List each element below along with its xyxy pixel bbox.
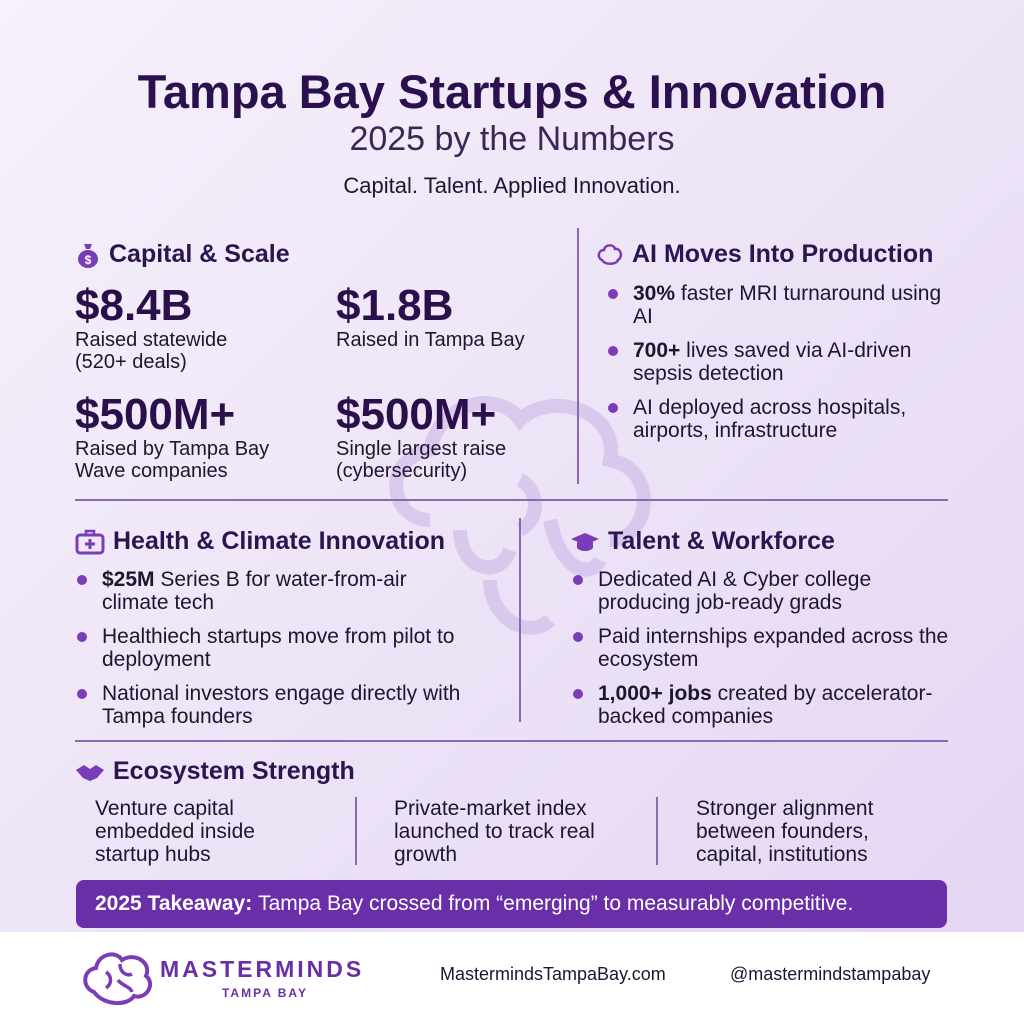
stat: $1.8B Raised in Tampa Bay <box>336 281 566 352</box>
bullet-text: AI deployed across hospitals, airports, … <box>633 396 907 442</box>
bullet-text: Healthiech startups move from pilot to d… <box>102 625 455 671</box>
section-heading: AI Moves Into Production <box>596 240 933 269</box>
icon: $ <box>78 243 98 268</box>
bullet-text: Paid internships expanded across the eco… <box>598 625 949 671</box>
divider <box>519 518 521 722</box>
stat: $8.4B Raised statewide (520+ deals) <box>75 281 305 374</box>
icon <box>76 764 104 781</box>
bullet-text: Dedicated AI & Cyber college producing j… <box>598 568 872 614</box>
bullet-list: 30% faster MRI turnaround using AI 700+ … <box>607 282 942 453</box>
bullet: $25M Series B for water-from-air climate… <box>76 568 476 614</box>
watermark <box>389 396 651 635</box>
logo-icon <box>83 952 153 1005</box>
takeaway-bar: 2025 Takeaway: Tampa Bay crossed from “e… <box>76 880 947 928</box>
bullet-text: National investors engage directly with … <box>102 682 461 728</box>
footer: MASTERMINDS TAMPA BAY MastermindsTampaBa… <box>0 932 1024 1024</box>
stat-value: $500M+ <box>75 390 236 439</box>
ecosystem-item: Stronger alignment between founders, cap… <box>696 797 874 866</box>
brand: MASTERMINDS <box>160 956 365 982</box>
heading-text: Health & Climate Innovation <box>113 527 445 555</box>
stat-label: Raised in Tampa Bay <box>336 329 525 351</box>
icon <box>75 529 105 554</box>
section-heading: Ecosystem Strength <box>75 757 355 786</box>
stat: $500M+ Single largest raise (cybersecurit… <box>336 390 576 483</box>
icon <box>571 532 599 551</box>
bullet: 700+ lives saved via AI-driven sepsis de… <box>607 339 942 385</box>
bullet: 30% faster MRI turnaround using AI <box>607 282 942 328</box>
stat: $500M+ Raised by Tampa Bay Wave companies <box>75 390 315 483</box>
svg-text:$: $ <box>85 253 92 267</box>
bullet-text: Series B for water-from-air climate tech <box>102 568 407 614</box>
bullet-bold: 1,000+ jobs <box>598 682 712 705</box>
icon <box>597 243 623 265</box>
bullet: Paid internships expanded across the eco… <box>572 625 952 671</box>
bullet-list: Dedicated AI & Cyber college producing j… <box>572 568 952 739</box>
stat-label: Single largest raise (cybersecurity) <box>336 438 507 482</box>
bullet: Dedicated AI & Cyber college producing j… <box>572 568 952 614</box>
heading-text: Talent & Workforce <box>608 527 835 555</box>
takeaway-label: 2025 Takeaway: <box>95 892 253 915</box>
ecosystem-item: Venture capital embedded inside startup … <box>95 797 255 866</box>
title: Tampa Bay Startups & Innovation <box>137 65 887 118</box>
bullet-text: faster MRI turnaround using AI <box>633 282 942 328</box>
bullet-list: $25M Series B for water-from-air climate… <box>76 568 476 739</box>
heading-text: Ecosystem Strength <box>113 757 355 785</box>
section-heading: Talent & Workforce <box>570 527 835 556</box>
stat-label: Raised statewide (520+ deals) <box>75 329 228 373</box>
divider <box>577 228 579 484</box>
section-heading: $ Capital & Scale <box>75 240 290 269</box>
divider <box>355 797 357 865</box>
stat-value: $500M+ <box>336 390 497 439</box>
tagline: Capital. Talent. Applied Innovation. <box>343 173 681 198</box>
bullet-text: lives saved via AI-driven sepsis detecti… <box>633 339 912 385</box>
bullet: National investors engage directly with … <box>76 682 476 728</box>
takeaway-text: Tampa Bay crossed from “emerging” to mea… <box>258 892 854 915</box>
brand-sub: TAMPA BAY <box>221 986 308 1000</box>
bullet: Healthiech startups move from pilot to d… <box>76 625 476 671</box>
divider <box>75 740 948 742</box>
bullet-bold: 30% <box>633 282 676 305</box>
stat-value: $1.8B <box>336 281 454 330</box>
divider <box>656 797 658 865</box>
bullet: 1,000+ jobs created by accelerator-backe… <box>572 682 952 728</box>
ecosystem-item: Private-market index launched to track r… <box>394 797 595 866</box>
section-heading: Health & Climate Innovation <box>75 527 445 556</box>
heading-text: AI Moves Into Production <box>632 240 934 268</box>
heading-text: Capital & Scale <box>109 240 290 268</box>
website: MastermindsTampaBay.com <box>440 964 666 984</box>
handle: @mastermindstampabay <box>730 964 931 984</box>
bullet-bold: 700+ <box>633 339 681 362</box>
bullet-text: created by accelerator-backed companies <box>598 682 933 728</box>
stat-value: $8.4B <box>75 281 193 330</box>
stat-label: Raised by Tampa Bay Wave companies <box>75 438 270 482</box>
bullet-bold: $25M <box>102 568 155 591</box>
divider <box>75 499 948 501</box>
subtitle: 2025 by the Numbers <box>349 120 675 158</box>
bullet: AI deployed across hospitals, airports, … <box>607 396 942 442</box>
